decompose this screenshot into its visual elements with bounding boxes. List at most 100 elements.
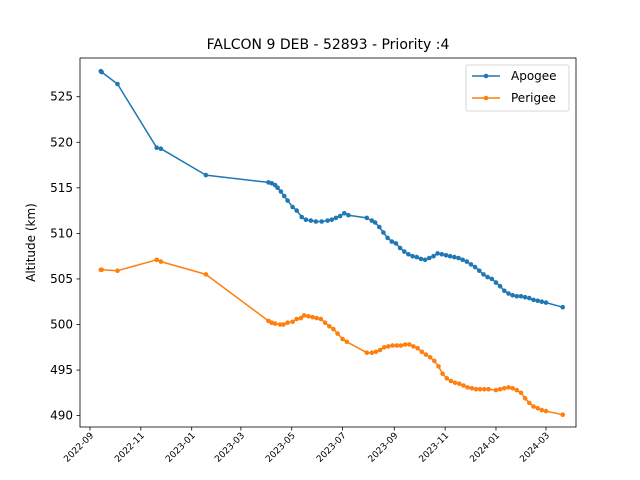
perigee-point	[506, 385, 511, 390]
apogee-point	[308, 218, 314, 223]
series-perigee	[98, 257, 565, 418]
perigee-point	[497, 386, 503, 392]
series-apogee	[98, 68, 565, 310]
perigee-point	[377, 347, 383, 353]
perigee-point	[331, 326, 336, 332]
perigee-point	[115, 268, 120, 274]
perigee-point	[294, 316, 300, 322]
perigee-point	[310, 314, 315, 320]
perigee-point	[423, 352, 429, 357]
apogee-point	[477, 268, 482, 274]
apogee-point	[99, 69, 104, 75]
apogee-point	[410, 253, 415, 259]
apogee-point	[406, 252, 411, 257]
apogee-point	[290, 204, 295, 210]
apogee-point	[402, 249, 407, 254]
legend-marker-perigee	[483, 95, 489, 101]
y-tick-label: 495	[50, 363, 73, 377]
apogee-point	[452, 254, 457, 260]
perigee-point	[486, 386, 491, 392]
perigee-point	[502, 386, 507, 391]
perigee-point	[158, 259, 164, 264]
apogee-point	[560, 304, 565, 310]
y-tick-label: 500	[50, 318, 73, 332]
apogee-point	[269, 181, 275, 186]
perigee-point	[301, 313, 307, 318]
perigee-point	[272, 321, 278, 326]
perigee-point	[407, 342, 412, 347]
plot-lines	[98, 68, 565, 418]
perigee-point	[322, 320, 328, 326]
perigee-point	[539, 407, 545, 413]
y-axis-label: Altitude (km)	[24, 203, 38, 282]
perigee-point	[531, 404, 536, 409]
perigee-point	[461, 383, 466, 388]
apogee-point	[427, 255, 432, 261]
perigee-point	[560, 412, 565, 418]
apogee-point	[510, 293, 515, 298]
apogee-point	[456, 255, 461, 261]
apogee-point	[539, 299, 545, 305]
perigee-point	[522, 396, 528, 401]
perigee-point	[382, 345, 387, 350]
perigee-point	[369, 350, 375, 356]
perigee-point	[99, 267, 104, 273]
apogee-point	[397, 245, 403, 251]
perigee-point	[386, 344, 391, 349]
apogee-point	[154, 145, 159, 150]
perigee-point	[535, 406, 540, 411]
perigee-point	[290, 319, 295, 325]
apogee-point	[342, 211, 347, 216]
apogee-point	[294, 208, 300, 213]
apogee-point	[481, 272, 486, 277]
perigee-point	[482, 386, 487, 392]
y-tick-label: 525	[50, 90, 73, 104]
apogee-point	[333, 215, 339, 221]
apogee-point	[468, 262, 474, 267]
apogee-point	[435, 251, 440, 256]
apogee-point	[385, 235, 390, 241]
perigee-point	[340, 336, 345, 342]
apogee-point	[543, 300, 549, 305]
y-tick-label: 520	[50, 135, 73, 149]
y-tick-label: 515	[50, 181, 73, 195]
perigee-point	[318, 316, 324, 322]
apogee-point	[303, 217, 309, 222]
perigee-point	[469, 386, 475, 391]
apogee-point	[381, 230, 386, 235]
apogee-point	[115, 81, 120, 87]
apogee-point	[158, 146, 164, 151]
apogee-point	[460, 257, 465, 263]
perigee-point	[436, 364, 441, 369]
apogee-point	[431, 253, 436, 259]
apogee-point	[393, 241, 399, 246]
perigee-point	[440, 371, 445, 377]
y-tick-label: 510	[50, 226, 73, 240]
apogee-point	[329, 217, 335, 222]
perigee-point	[344, 339, 350, 345]
apogee-point	[372, 220, 378, 225]
apogee-point	[447, 253, 453, 259]
legend: Apogee Perigee	[465, 64, 570, 112]
perigee-point	[419, 349, 425, 355]
apogee-point	[493, 280, 499, 285]
y-axis: 490 495 500 505 510 515 520 525	[50, 90, 80, 423]
chart-title: FALCON 9 DEB - 52893 - Priority :4	[207, 37, 450, 53]
perigee-point	[364, 350, 370, 356]
perigee-point	[373, 349, 379, 355]
perigee-point	[543, 408, 549, 414]
perigee-point	[411, 344, 416, 349]
perigee-point	[527, 400, 532, 406]
plot-frame	[79, 57, 577, 428]
apogee-point	[502, 288, 507, 294]
apogee-point	[464, 259, 470, 264]
perigee-point	[154, 257, 159, 263]
apogee-point	[527, 295, 532, 301]
perigee-point	[518, 390, 524, 396]
apogee-point	[275, 185, 280, 191]
apogee-point	[278, 189, 284, 194]
apogee-point	[364, 215, 370, 221]
apogee-point	[472, 264, 478, 270]
perigee-point	[335, 331, 340, 336]
perigee-point	[452, 380, 458, 386]
